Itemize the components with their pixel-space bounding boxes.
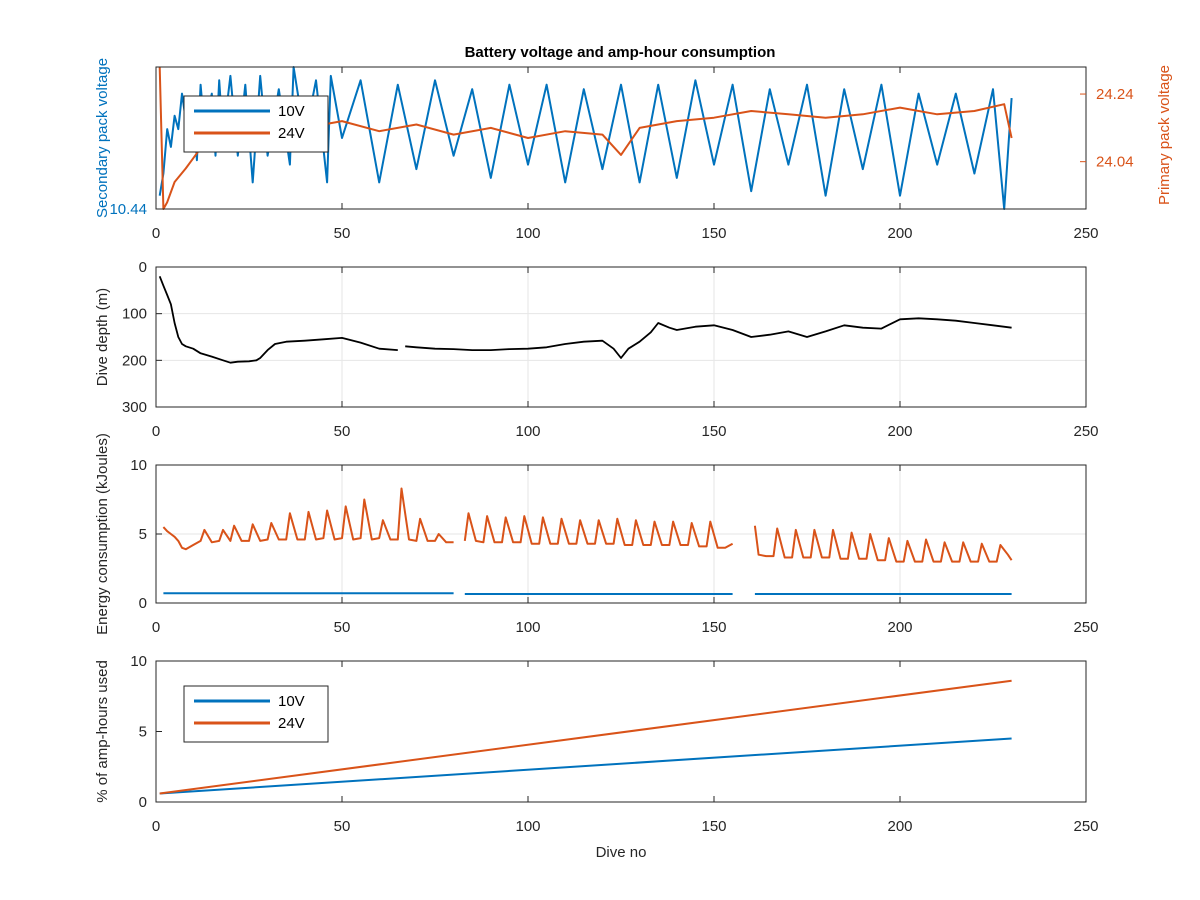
y-tick-label: 10.44	[109, 201, 147, 218]
x-tick-label: 150	[701, 818, 726, 835]
x-axis-label: Dive no	[596, 844, 647, 861]
x-tick-label: 0	[152, 423, 160, 440]
x-tick-label: 250	[1073, 423, 1098, 440]
chart-panel-2: 0 50 100 150 200 250 0 100 200 300 Dive depth (m)	[94, 259, 1099, 440]
legend-label-10v: 10V	[278, 103, 305, 120]
x-tick-label: 100	[515, 423, 540, 440]
x-tick-label: 150	[701, 619, 726, 636]
y-tick-label: 10	[130, 653, 147, 670]
x-tick-label: 50	[334, 423, 351, 440]
x-tick-label: 50	[334, 619, 351, 636]
x-tick-label: 250	[1073, 818, 1098, 835]
x-tick-label: 100	[515, 619, 540, 636]
y-axis-label-right: Primary pack voltage	[1156, 65, 1173, 205]
x-tick-label: 50	[334, 818, 351, 835]
chart-panel-1: 0 50 100 150 200 250 10.44 24.04 24.24 Secondary …	[94, 58, 1173, 242]
y-tick-label: 0	[139, 595, 147, 612]
x-tick-label: 0	[152, 818, 160, 835]
x-tick-label: 200	[887, 619, 912, 636]
y-axis-label: Secondary pack voltage	[94, 58, 111, 218]
x-tick-label: 0	[152, 619, 160, 636]
series-line-24v	[159, 679, 1012, 795]
chart-panel-3: 0 50 100 150 200 250 0 5 10 Energy consumption (k…	[94, 433, 1099, 636]
x-tick-label: 250	[1073, 619, 1098, 636]
axes-box	[155, 66, 1087, 210]
y-tick-label: 300	[122, 399, 147, 416]
x-tick-label: 200	[887, 423, 912, 440]
y-tick-label: 100	[122, 306, 147, 323]
y-tick-label: 5	[139, 526, 147, 543]
series-line-depth	[158, 275, 1012, 364]
legend-label-10v: 10V	[278, 693, 305, 710]
legend-label-24v: 24V	[278, 125, 305, 142]
x-tick-label: 100	[515, 818, 540, 835]
y-axis-label: Dive depth (m)	[94, 288, 111, 386]
x-tick-label: 100	[515, 225, 540, 242]
y-tick-label: 5	[139, 724, 147, 741]
y-tick-label: 10	[130, 457, 147, 474]
x-tick-label: 150	[701, 225, 726, 242]
series-line-10v	[159, 737, 1012, 795]
legend-label-24v: 24V	[278, 715, 305, 732]
x-tick-label: 150	[701, 423, 726, 440]
charts-group: 0 50 100 150 200 25010.4424.0424.24Secondary …	[94, 58, 1173, 861]
series-line-24v	[162, 487, 454, 551]
axes-box	[155, 266, 1087, 408]
y-tick-label-right: 24.04	[1096, 154, 1134, 171]
x-tick-label: 200	[887, 818, 912, 835]
chart-title: Battery voltage and amp-hour consumption	[465, 44, 776, 61]
y-tick-label: 0	[139, 259, 147, 276]
y-tick-label: 0	[139, 794, 147, 811]
x-tick-label: 200	[887, 225, 912, 242]
y-axis-label: Energy consumption (kJoules)	[94, 433, 111, 635]
x-tick-label: 50	[334, 225, 351, 242]
y-tick-label-right: 24.24	[1096, 86, 1134, 103]
x-tick-label: 0	[152, 225, 160, 242]
legend-box	[183, 95, 329, 153]
series-line-24v	[753, 525, 1013, 563]
y-tick-label: 200	[122, 352, 147, 369]
chart-panel-4: 0 50 100 150 200 250 0 5 10 % of amp-hours used Di…	[94, 653, 1099, 861]
x-tick-label: 250	[1073, 225, 1098, 242]
series-line-24v	[463, 512, 734, 549]
y-axis-label: % of amp-hours used	[94, 660, 111, 803]
legend-box	[183, 685, 329, 743]
